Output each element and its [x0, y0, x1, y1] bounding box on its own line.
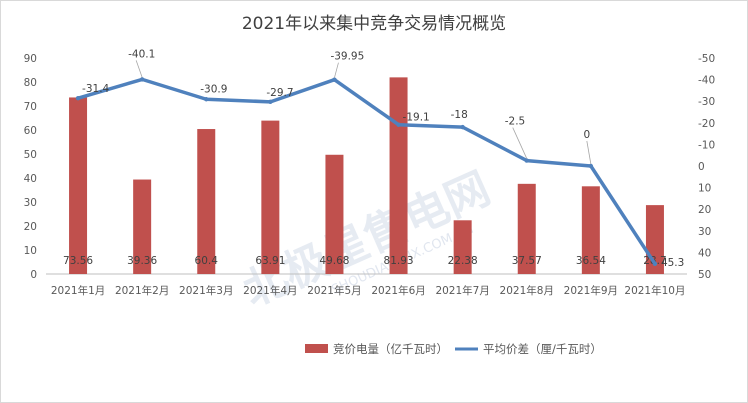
x-tick-label: 2021年3月	[179, 284, 233, 297]
line-point	[139, 77, 145, 82]
left-tick-label: 70	[24, 101, 37, 113]
line-data-label: 0	[584, 129, 591, 141]
line-data-label: -40.1	[128, 48, 155, 60]
right-axis-ticks: 50 40 30 20 10 0 -10 -20 -30 -40 -50	[698, 53, 715, 281]
line-data-labels: -31.4 -40.1 -30.9 -29.7 -39.95 -19.1 -18 -2.5 0 4…	[82, 48, 684, 268]
line-label-leader	[334, 62, 339, 78]
right-tick-label: -50	[698, 53, 715, 65]
right-tick-label: -30	[698, 96, 715, 108]
x-tick-label: 2021年9月	[564, 284, 618, 297]
line-point	[75, 95, 81, 101]
left-tick-label: 20	[24, 221, 37, 233]
right-tick-label: 40	[698, 247, 711, 259]
bar	[389, 77, 408, 274]
line-data-label: -19.1	[403, 112, 430, 124]
line-point	[268, 99, 273, 105]
line-series	[75, 77, 658, 267]
left-tick-label: 30	[24, 197, 37, 209]
bar-data-label: 36.54	[576, 255, 606, 267]
bar-data-label: 73.56	[63, 255, 93, 267]
x-tick-label: 2021年8月	[500, 284, 554, 297]
line-data-label: -39.95	[330, 51, 364, 63]
bar-data-label: 60.4	[195, 255, 219, 267]
line-point	[332, 77, 337, 82]
right-tick-label: 30	[698, 226, 711, 238]
x-tick-label: 2021年1月	[51, 284, 105, 297]
x-tick-label: 2021年4月	[243, 284, 297, 297]
line-data-label: -30.9	[200, 83, 227, 95]
line-label-leader	[135, 60, 143, 78]
line-data-label: -31.4	[82, 83, 109, 95]
legend-line-label: 平均价差（厘/千瓦时）	[483, 342, 602, 356]
left-tick-label: 50	[24, 149, 37, 161]
right-tick-label: 20	[698, 204, 711, 216]
legend: 竞价电量（亿千瓦时） 平均价差（厘/千瓦时）	[305, 342, 602, 356]
chart-title: 2021年以来集中竞争交易情况概览	[242, 14, 506, 34]
right-tick-label: 50	[698, 269, 711, 281]
bar-data-label: 37.57	[512, 255, 542, 267]
left-axis-ticks: 0 10 20 30 40 50 60 70 80 90	[24, 53, 37, 281]
bar-data-label: 39.36	[127, 255, 157, 267]
line-data-label: -18	[451, 109, 468, 121]
left-tick-label: 40	[24, 173, 37, 185]
right-tick-label: -20	[698, 118, 715, 130]
bar-data-label: 22.38	[448, 255, 478, 267]
line-point	[396, 122, 401, 127]
bar	[325, 154, 344, 274]
left-tick-label: 60	[24, 125, 37, 137]
line-data-label: 45.3	[661, 257, 684, 269]
left-tick-label: 80	[24, 77, 37, 89]
bar	[453, 220, 472, 274]
right-tick-label: 0	[698, 161, 705, 173]
line-data-label: -2.5	[505, 116, 526, 128]
x-tick-label: 2021年7月	[435, 284, 489, 297]
legend-bar-swatch	[305, 344, 328, 353]
right-tick-label: -40	[698, 75, 715, 87]
right-tick-label: 10	[698, 183, 711, 195]
bar-series	[69, 77, 664, 275]
line-point	[524, 158, 529, 163]
bar-data-label: 81.93	[384, 255, 414, 267]
bar	[261, 120, 280, 274]
bar-data-label: 49.68	[319, 255, 349, 267]
x-tick-label: 2021年10月	[624, 284, 685, 297]
x-tick-label: 2021年2月	[115, 284, 169, 297]
line-label-leader	[512, 127, 528, 159]
x-tick-label: 2021年5月	[307, 284, 361, 297]
series-line	[76, 77, 657, 266]
left-tick-label: 10	[24, 245, 37, 257]
line-point	[460, 124, 465, 130]
bar	[69, 97, 88, 275]
right-tick-label: -10	[698, 139, 715, 151]
bar	[517, 183, 536, 274]
bar-data-label: 63.91	[255, 255, 285, 267]
line-point	[588, 163, 594, 169]
left-tick-label: 90	[24, 53, 37, 65]
bar	[197, 129, 216, 274]
x-tick-label: 2021年6月	[371, 284, 425, 297]
bar	[581, 186, 600, 274]
bar	[133, 179, 152, 274]
line-label-leader	[586, 140, 592, 165]
legend-bar-label: 竞价电量（亿千瓦时）	[333, 342, 448, 356]
line-data-label: -29.7	[266, 87, 293, 99]
line-point	[204, 97, 209, 102]
left-tick-label: 0	[30, 269, 37, 281]
x-axis-ticks: 2021年1月 2021年2月 2021年3月 2021年4月 2021年5月 2021年…	[51, 284, 686, 297]
line-point	[652, 261, 658, 267]
